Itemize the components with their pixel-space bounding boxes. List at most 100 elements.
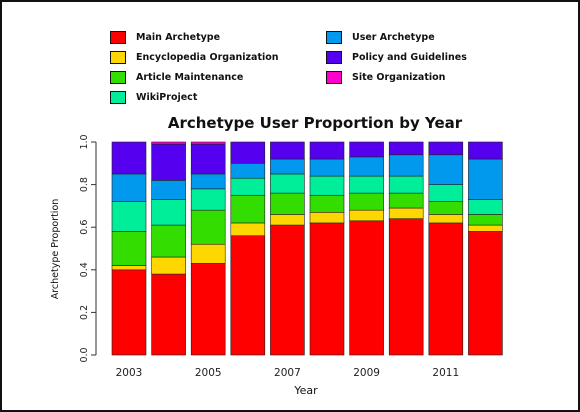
bar-segment-main-archetype xyxy=(270,224,305,356)
bar-segment-main-archetype xyxy=(309,222,345,356)
y-axis: 0.0 0.2 0.4 0.6 0.8 1.0 xyxy=(79,134,97,363)
bar-segment-main-archetype xyxy=(349,220,384,356)
bar-segment-wikiproject xyxy=(428,184,464,202)
y-tick-label: 0.8 xyxy=(79,177,90,192)
bar-segment-encyclopedia-organization xyxy=(388,207,424,219)
bar-segment-user-archetype xyxy=(388,154,424,177)
y-tick-label: 0.6 xyxy=(79,220,90,235)
bar-segment-wikiproject xyxy=(309,175,345,196)
bar-segment-article-maintenance xyxy=(349,192,384,211)
legend-item-encyclopedia-organization: Encyclopedia Organization xyxy=(110,48,279,66)
bar-segment-main-archetype xyxy=(428,222,464,356)
bar-stack-2003 xyxy=(111,141,147,356)
bar-stack-2007 xyxy=(270,141,305,356)
bar-segment-encyclopedia-organization xyxy=(270,214,305,226)
bar-segment-wikiproject xyxy=(230,177,266,196)
bar-segment-main-archetype xyxy=(151,273,186,356)
bar-segment-user-archetype xyxy=(349,156,384,177)
bar-segment-user-archetype xyxy=(190,173,226,190)
y-tick-label: 1.0 xyxy=(79,134,90,149)
bar-stack-2010 xyxy=(388,141,424,356)
bar-segment-wikiproject xyxy=(388,175,424,194)
bar-segment-policy-and-guidelines xyxy=(309,141,345,160)
bar-segment-encyclopedia-organization xyxy=(468,224,503,232)
y-tick-label: 0.4 xyxy=(79,262,90,277)
legend-label: WikiProject xyxy=(136,91,198,103)
bar-segment-user-archetype xyxy=(309,158,345,177)
x-axis-label: Year xyxy=(293,384,318,397)
bar-segment-policy-and-guidelines xyxy=(230,141,266,164)
legend-swatch xyxy=(326,50,342,64)
bar-segment-policy-and-guidelines xyxy=(428,141,464,156)
bar-segment-main-archetype xyxy=(230,235,266,356)
bar-stack-2006 xyxy=(230,141,266,356)
bar-stack-2011 xyxy=(428,141,464,356)
bar-segment-article-maintenance xyxy=(388,192,424,209)
bar-segment-encyclopedia-organization xyxy=(309,211,345,224)
bar-segment-site-organization xyxy=(151,141,186,145)
legend-swatch xyxy=(110,70,126,84)
bar-segment-main-archetype xyxy=(111,269,147,356)
bar-segment-user-archetype xyxy=(230,163,266,179)
bar-segment-article-maintenance xyxy=(270,192,305,215)
bar-segment-main-archetype xyxy=(190,263,226,356)
legend-label: Encyclopedia Organization xyxy=(136,51,279,63)
bar-segment-policy-and-guidelines xyxy=(468,141,503,160)
bar-segment-policy-and-guidelines xyxy=(190,143,226,175)
bar-segment-article-maintenance xyxy=(190,209,226,245)
legend-swatch xyxy=(326,70,342,84)
legend-item-site-organization: Site Organization xyxy=(326,68,445,86)
bar-stack-2009 xyxy=(349,141,384,356)
legend-swatch xyxy=(326,30,342,44)
bar-segment-encyclopedia-organization xyxy=(151,256,186,275)
chart-title: Archetype User Proportion by Year xyxy=(168,114,463,132)
bar-segment-wikiproject xyxy=(151,199,186,226)
bar-segment-encyclopedia-organization xyxy=(349,209,384,222)
y-axis-label: Archetype Proportion xyxy=(50,199,61,300)
legend-item-user-archetype: User Archetype xyxy=(326,28,435,46)
bar-stack-2005 xyxy=(190,141,226,356)
bar-segment-policy-and-guidelines xyxy=(111,141,147,175)
bar-segment-wikiproject xyxy=(468,199,503,215)
legend-label: Site Organization xyxy=(352,71,446,83)
x-tick-label: 2011 xyxy=(432,367,459,379)
legend-item-wikiproject: WikiProject xyxy=(110,88,197,106)
bar-segment-wikiproject xyxy=(111,201,147,232)
legend-label: Article Maintenance xyxy=(136,71,244,83)
bar-segment-article-maintenance xyxy=(428,201,464,215)
bar-stack-2012 xyxy=(468,141,503,356)
bar-segment-policy-and-guidelines xyxy=(349,141,384,158)
bar-segment-main-archetype xyxy=(388,218,424,356)
bar-segment-encyclopedia-organization xyxy=(111,265,147,271)
bar-segment-wikiproject xyxy=(270,173,305,194)
legend-label: User Archetype xyxy=(352,31,435,43)
bar-segment-user-archetype xyxy=(151,180,186,200)
legend-swatch xyxy=(110,30,126,44)
x-tick-label: 2003 xyxy=(116,367,143,379)
x-tick-label: 2007 xyxy=(274,367,301,379)
legend-item-policy-and-guidelines: Policy and Guidelines xyxy=(326,48,467,66)
bar-segment-article-maintenance xyxy=(468,214,503,226)
bar-segment-article-maintenance xyxy=(309,194,345,213)
legend-swatch xyxy=(110,50,126,64)
legend-item-article-maintenance: Article Maintenance xyxy=(110,68,243,86)
legend: Main Archetype Encyclopedia Organization A… xyxy=(110,28,470,110)
bar-segment-user-archetype xyxy=(111,173,147,202)
legend-swatch xyxy=(110,90,126,104)
bar-segment-user-archetype xyxy=(270,158,305,175)
bar-segment-article-maintenance xyxy=(230,194,266,224)
bar-stack-2008 xyxy=(309,141,345,356)
bar-segment-encyclopedia-organization xyxy=(190,243,226,264)
bars-group xyxy=(111,141,503,356)
bar-segment-encyclopedia-organization xyxy=(428,214,464,224)
x-axis: 2003 2005 2007 2009 2011 xyxy=(116,367,460,379)
x-tick-label: 2005 xyxy=(195,367,222,379)
bar-segment-user-archetype xyxy=(428,154,464,185)
bar-segment-article-maintenance xyxy=(151,224,186,258)
legend-label: Main Archetype xyxy=(136,31,221,43)
bar-segment-policy-and-guidelines xyxy=(151,143,186,181)
bar-segment-policy-and-guidelines xyxy=(270,141,305,160)
bar-segment-policy-and-guidelines xyxy=(388,141,424,156)
bar-stack-2004 xyxy=(151,141,186,356)
